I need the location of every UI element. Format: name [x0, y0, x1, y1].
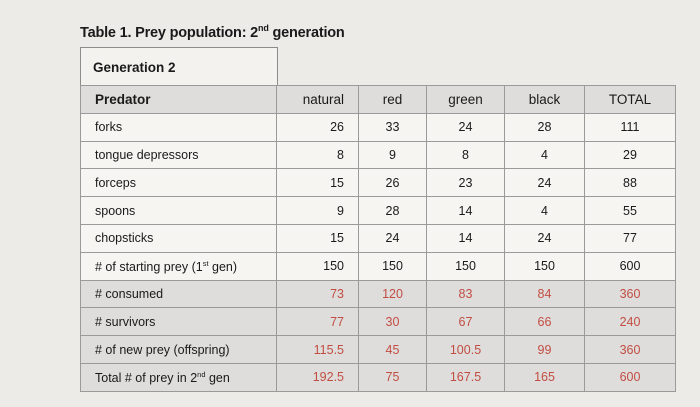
cell-green: 14: [426, 223, 505, 253]
header-black: black: [504, 85, 585, 114]
table-row: # consumed 73 120 83 84 360: [80, 279, 676, 309]
cell-red: 9: [358, 140, 427, 170]
cell-red: 33: [358, 112, 427, 142]
cell-natural: 9: [276, 196, 359, 225]
cell-black: 66: [504, 307, 585, 337]
row-label: # of new prey (offspring): [80, 335, 277, 364]
cell-natural: 15: [276, 223, 359, 253]
cell-natural: 77: [276, 307, 359, 337]
cell-natural: 150: [276, 251, 359, 281]
cell-total: 29: [584, 140, 676, 170]
cell-red: 30: [358, 307, 427, 337]
cell-red: 150: [358, 251, 427, 281]
cell-green: 14: [426, 196, 505, 225]
cell-total: 88: [584, 168, 676, 198]
row-label: forceps: [80, 168, 277, 198]
table-row: # of new prey (offspring) 115.5 45 100.5…: [80, 335, 676, 364]
cell-red: 28: [358, 196, 427, 225]
cell-natural: 15: [276, 168, 359, 198]
cell-total: 77: [584, 223, 676, 253]
row-label: # consumed: [80, 279, 277, 309]
cell-total: 360: [584, 279, 676, 309]
row-label: forks: [80, 112, 277, 142]
table-row: tongue depressors 8 9 8 4 29: [80, 140, 676, 170]
cell-black: 4: [504, 196, 585, 225]
cell-red: 75: [358, 362, 427, 392]
table-row: forceps 15 26 23 24 88: [80, 168, 676, 198]
row-label: spoons: [80, 196, 277, 225]
cell-total: 111: [584, 112, 676, 142]
cell-green: 150: [426, 251, 505, 281]
header-red: red: [358, 85, 427, 114]
table-caption: Table 1. Prey population: 2nd generation: [80, 23, 345, 41]
header-natural: natural: [276, 85, 359, 114]
cell-black: 24: [504, 168, 585, 198]
cell-green: 8: [426, 140, 505, 170]
cell-green: 67: [426, 307, 505, 337]
cell-black: 99: [504, 335, 585, 364]
row-label: # survivors: [80, 307, 277, 337]
table-row: # of starting prey (1st gen) 150 150 150…: [80, 251, 676, 281]
row-label: Total # of prey in 2nd gen: [80, 362, 277, 392]
cell-black: 165: [504, 362, 585, 392]
cell-black: 150: [504, 251, 585, 281]
row-label: # of starting prey (1st gen): [80, 251, 277, 281]
cell-natural: 115.5: [276, 335, 359, 364]
cell-green: 83: [426, 279, 505, 309]
header-green: green: [426, 85, 505, 114]
cell-black: 28: [504, 112, 585, 142]
cell-green: 100.5: [426, 335, 505, 364]
cell-natural: 8: [276, 140, 359, 170]
cell-natural: 192.5: [276, 362, 359, 392]
cell-total: 360: [584, 335, 676, 364]
table-row: forks 26 33 24 28 111: [80, 112, 676, 142]
cell-total: 600: [584, 362, 676, 392]
cell-black: 84: [504, 279, 585, 309]
cell-total: 240: [584, 307, 676, 337]
table-row: Total # of prey in 2nd gen 192.5 75 167.…: [80, 362, 676, 392]
cell-total: 55: [584, 196, 676, 225]
row-label: tongue depressors: [80, 140, 277, 170]
row-label: chopsticks: [80, 223, 277, 253]
cell-green: 167.5: [426, 362, 505, 392]
cell-black: 4: [504, 140, 585, 170]
cell-red: 45: [358, 335, 427, 364]
header-predator: Predator: [80, 85, 277, 114]
cell-natural: 26: [276, 112, 359, 142]
generation-header-box: Generation 2: [80, 47, 278, 86]
prey-population-table: Predator natural red green black TOTAL f…: [80, 85, 676, 392]
cell-total: 600: [584, 251, 676, 281]
header-total: TOTAL: [584, 85, 676, 114]
cell-red: 26: [358, 168, 427, 198]
cell-green: 24: [426, 112, 505, 142]
cell-natural: 73: [276, 279, 359, 309]
table-row: # survivors 77 30 67 66 240: [80, 307, 676, 337]
cell-red: 120: [358, 279, 427, 309]
table-row: spoons 9 28 14 4 55: [80, 196, 676, 225]
cell-red: 24: [358, 223, 427, 253]
generation-label: Generation 2: [93, 60, 176, 75]
header-row: Predator natural red green black TOTAL: [80, 85, 676, 114]
table-row: chopsticks 15 24 14 24 77: [80, 223, 676, 253]
cell-black: 24: [504, 223, 585, 253]
cell-green: 23: [426, 168, 505, 198]
